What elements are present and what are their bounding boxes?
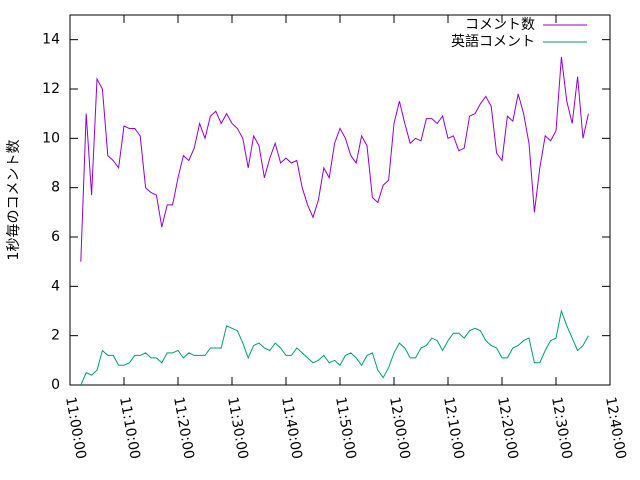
y-axis-label: 1秒毎のコメント数 (6, 140, 22, 261)
y-tick-label: 2 (51, 328, 60, 344)
x-tick-label: 12:40:00 (602, 396, 629, 461)
x-tick-label: 11:40:00 (278, 396, 305, 461)
legend-label: 英語コメント (451, 33, 535, 50)
x-tick-label: 12:20:00 (494, 396, 521, 461)
x-tick-label: 11:10:00 (116, 396, 143, 461)
y-tick-label: 0 (51, 377, 60, 393)
y-tick-label: 4 (51, 278, 60, 294)
x-tick-label: 11:50:00 (332, 396, 359, 461)
x-tick-label: 12:00:00 (386, 396, 413, 461)
y-tick-label: 10 (42, 130, 60, 146)
y-tick-label: 14 (42, 32, 60, 48)
y-tick-label: 12 (42, 81, 60, 97)
series-line (80, 309, 589, 386)
x-tick-label: 12:10:00 (440, 396, 467, 461)
plot-border (69, 14, 611, 386)
y-tick-label: 8 (51, 180, 60, 196)
legend-label: コメント数 (465, 17, 535, 33)
x-tick-label: 11:20:00 (170, 396, 197, 461)
x-tick-label: 12:30:00 (548, 396, 575, 461)
x-tick-label: 11:00:00 (62, 396, 89, 461)
series-line (80, 56, 589, 262)
y-tick-label: 6 (51, 229, 60, 245)
x-tick-label: 11:30:00 (224, 396, 251, 461)
